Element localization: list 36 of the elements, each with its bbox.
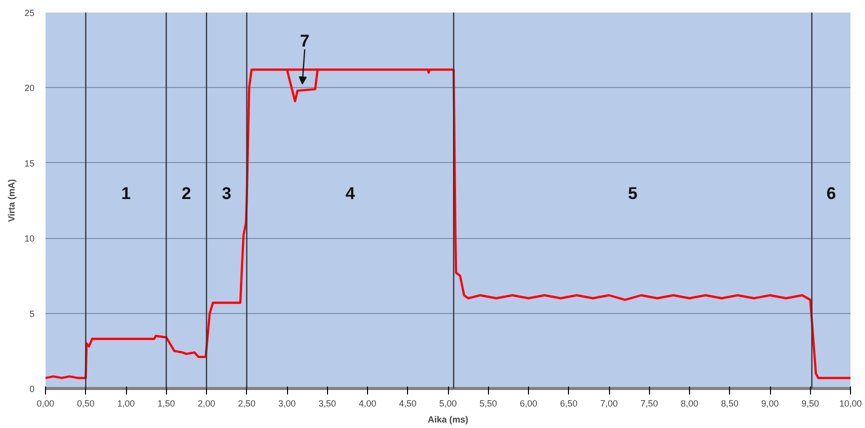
x-tick-label: 2,50 [238, 398, 256, 408]
x-tick-label: 1,50 [157, 398, 176, 408]
x-tick-label: 3,00 [278, 398, 296, 408]
x-tick-label: 9,00 [761, 398, 779, 408]
x-tick-label: 4,50 [398, 398, 417, 408]
x-tick-label: 8,00 [680, 398, 698, 408]
annotation: 6 [826, 184, 836, 203]
x-tick-label: 8,50 [720, 398, 739, 408]
x-tick-label: 6,50 [560, 398, 578, 408]
x-tick-label: 3,50 [318, 398, 336, 408]
y-tick-label: 20 [24, 83, 35, 94]
y-tick-label: 0 [29, 384, 35, 394]
annotation: 3 [222, 184, 232, 203]
y-axis-title: Virta (mA) [6, 179, 16, 222]
y-tick-label: 5 [29, 308, 35, 319]
x-tick-label: 0,50 [76, 398, 95, 408]
x-tick-label: 4,00 [358, 398, 376, 408]
x-tick-label: 10,00 [839, 398, 862, 408]
x-tick-label: 6,00 [520, 398, 538, 408]
annotation: 4 [345, 184, 356, 203]
x-tick-label: 0,00 [36, 398, 54, 408]
x-tick-label: 7,00 [600, 398, 618, 408]
x-tick-label: 5,50 [479, 398, 498, 408]
y-tick-label: 15 [24, 158, 35, 168]
x-axis-title: Aika (ms) [428, 414, 468, 424]
x-tick-label: 1,00 [117, 398, 135, 408]
annotation: 2 [182, 184, 192, 203]
x-tick-label: 5,00 [439, 398, 457, 408]
y-tick-label: 10 [24, 234, 35, 244]
x-tick-label: 9,50 [801, 398, 820, 408]
annotation: 5 [628, 184, 638, 203]
x-tick-label: 7,50 [640, 398, 658, 408]
y-tick-label: 25 [24, 8, 35, 18]
annotation: 1 [121, 184, 131, 203]
annotation: 7 [300, 31, 310, 50]
x-tick-label: 2,00 [198, 398, 216, 408]
